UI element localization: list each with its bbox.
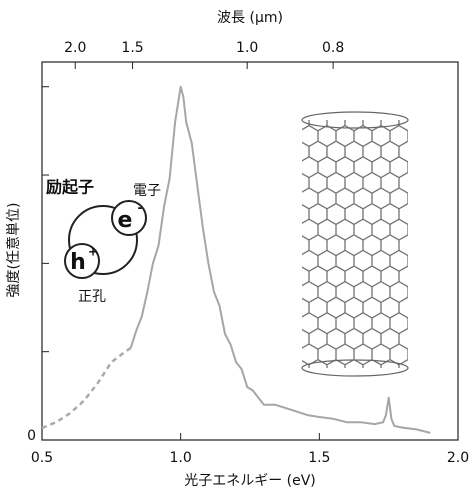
x-axis-label: 光子エネルギー (eV) xyxy=(184,473,316,489)
nanotube xyxy=(302,112,408,376)
hole-charge: + xyxy=(88,245,98,259)
electron-charge: - xyxy=(138,201,143,215)
hole-label: 正孔 xyxy=(78,289,106,305)
hole-symbol: h xyxy=(70,250,86,275)
electron-symbol: e xyxy=(118,208,133,233)
x2-axis-label: 波長 (μm) xyxy=(217,10,283,26)
x-tick-label: 2.0 xyxy=(447,450,469,466)
exciton-label: 励起子 xyxy=(46,178,94,197)
exciton-diagram: 励起子 電子 正孔 e - h + xyxy=(46,178,161,306)
x-tick-label: 0.5 xyxy=(31,450,53,466)
y-axis-label: 強度(任意単位) xyxy=(5,203,22,298)
x2-tick-label: 2.0 xyxy=(64,40,86,56)
x-tick-label: 1.5 xyxy=(308,450,330,466)
x2-tick-label: 1.5 xyxy=(121,40,143,56)
spectrum-line xyxy=(42,348,131,428)
x-tick-label: 1.0 xyxy=(170,450,192,466)
y-tick-label: 0 xyxy=(27,428,36,444)
x2-tick-label: 1.0 xyxy=(236,40,258,56)
page: {"chart_data": { "type": "line", "xlabel… xyxy=(0,0,473,492)
electron-label: 電子 xyxy=(133,183,161,199)
chart: 波長 (μm) 光子エネルギー (eV) 強度(任意単位) 励起子 電子 正孔 … xyxy=(0,0,473,492)
nanotube-body xyxy=(302,120,408,368)
x2-tick-label: 0.8 xyxy=(322,40,344,56)
